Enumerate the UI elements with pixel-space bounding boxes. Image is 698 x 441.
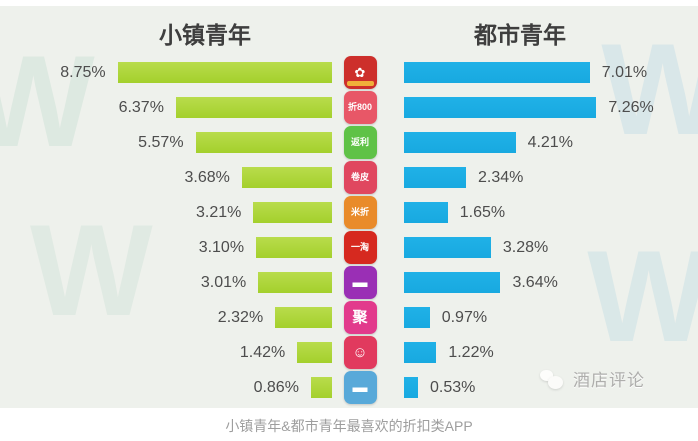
app-icon: 一淘 [343, 231, 377, 264]
chart-rows: 8.75% ✿ 7.01% 6.37% 折800 7.26% [0, 55, 698, 405]
app-icon: ☺ [343, 336, 377, 369]
green-bar [297, 342, 332, 363]
chart-row: 6.37% 折800 7.26% [0, 90, 698, 125]
left-value-label: 3.01% [200, 273, 247, 291]
blue-bar [404, 167, 466, 188]
green-bar [241, 167, 332, 188]
left-value-label: 8.75% [60, 63, 106, 81]
app-icon-glyph: ☺ [352, 344, 368, 361]
left-value-label: 3.10% [198, 238, 245, 256]
app-icon: 米折 [343, 196, 377, 229]
right-value-label: 1.65% [459, 203, 506, 221]
blue-bar [404, 202, 448, 223]
blue-bar [404, 377, 419, 398]
blue-bar [404, 307, 430, 328]
bird-logo-icon [540, 368, 566, 390]
green-bar [258, 272, 332, 293]
right-value-label: 4.21% [527, 133, 573, 151]
app-icon: 卷皮 [343, 161, 377, 194]
right-value-label: 2.34% [478, 168, 524, 186]
chart-row: 1.42% ☺ 1.22% [0, 335, 698, 370]
app-icon-glyph: 聚 [352, 309, 368, 326]
brand-watermark: 酒店评论 [540, 366, 645, 391]
blue-bar [404, 237, 491, 258]
left-value-label: 3.68% [184, 168, 230, 186]
chart-row: 3.21% 米折 1.65% [0, 195, 698, 230]
app-icon-glyph: ✿ [354, 65, 366, 80]
chart-row: 3.68% 卷皮 2.34% [0, 160, 698, 195]
blue-bar [404, 62, 590, 83]
blue-bar [404, 342, 437, 363]
right-group-title: 都市青年 [474, 22, 566, 48]
chart-row: 2.32% 聚 0.97% [0, 300, 698, 335]
right-value-label: 1.22% [448, 343, 494, 361]
chart-row: 8.75% ✿ 7.01% [0, 55, 698, 90]
left-value-label: 6.37% [118, 98, 164, 116]
app-icon-glyph: ▬ [352, 274, 368, 291]
left-value-label: 1.42% [239, 343, 286, 361]
app-icon: ▬ [343, 371, 377, 404]
app-icon: 返利 [343, 126, 377, 159]
blue-bar [404, 132, 516, 153]
green-bar [117, 62, 332, 83]
left-value-label: 0.86% [253, 378, 299, 396]
green-bar [175, 97, 332, 118]
app-icon: 聚 [343, 301, 377, 334]
app-icon-glyph: 卷皮 [350, 172, 369, 182]
left-value-label: 2.32% [217, 308, 264, 326]
green-bar [275, 307, 332, 328]
left-group-title: 小镇青年 [159, 22, 251, 48]
app-icon: 折800 [343, 91, 377, 124]
left-value-label: 5.57% [138, 133, 184, 151]
right-value-label: 0.97% [441, 308, 488, 326]
right-value-label: 3.28% [502, 238, 549, 256]
green-bar [310, 377, 332, 398]
app-icon-glyph: 米折 [350, 207, 369, 217]
chart-row: 3.01% ▬ 3.64% [0, 265, 698, 300]
right-value-label: 0.53% [430, 378, 476, 396]
app-icon: ▬ [343, 266, 377, 299]
app-icon-glyph: ▬ [352, 379, 368, 396]
app-icon: ✿ [343, 56, 377, 89]
chart-row: 3.10% 一淘 3.28% [0, 230, 698, 265]
left-value-label: 3.21% [195, 203, 242, 221]
right-value-label: 7.26% [608, 98, 654, 116]
column-titles: 小镇青年 都市青年 [0, 16, 698, 48]
chart-row: 5.57% 返利 4.21% [0, 125, 698, 160]
chart-row: 0.86% ▬ 0.53% [0, 370, 698, 405]
app-icon-glyph: 一淘 [350, 242, 369, 252]
green-bar [195, 132, 332, 153]
blue-bar [404, 272, 501, 293]
green-bar [253, 202, 332, 223]
right-value-label: 7.01% [601, 63, 648, 81]
app-icon-glyph: 返利 [350, 137, 369, 147]
app-icon-band [346, 81, 374, 86]
right-value-label: 3.64% [512, 273, 558, 291]
green-bar [256, 237, 332, 258]
blue-bar [404, 97, 597, 118]
brand-name: 酒店评论 [573, 371, 645, 390]
app-icon-glyph: 折800 [347, 102, 373, 112]
chart-caption: 小镇青年&都市青年最喜欢的折扣类APP [225, 418, 473, 434]
